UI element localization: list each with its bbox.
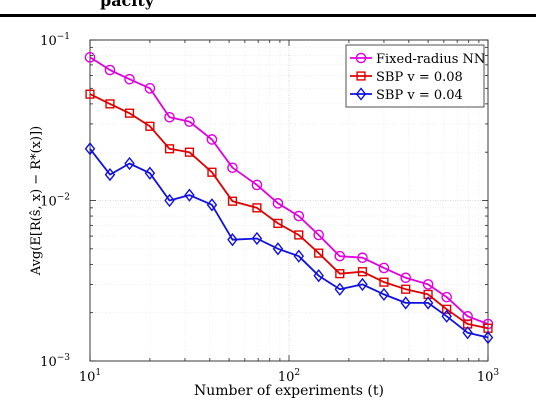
data-point xyxy=(379,277,389,287)
data-point xyxy=(124,73,135,85)
data-point xyxy=(164,144,175,154)
data-point xyxy=(482,330,494,345)
data-point xyxy=(272,198,284,209)
data-point xyxy=(145,121,155,131)
data-point xyxy=(335,269,345,279)
data-point xyxy=(314,248,324,258)
data-point xyxy=(357,267,368,277)
header-strip: pacity xyxy=(0,0,536,14)
data-point xyxy=(164,193,175,208)
x-axis-label: Number of experiments (t) xyxy=(194,383,384,399)
data-point xyxy=(206,198,218,212)
data-point xyxy=(441,309,452,323)
data-point xyxy=(400,296,411,310)
data-point xyxy=(104,167,116,182)
data-point xyxy=(105,99,115,109)
x-tick-label: 102 xyxy=(278,368,300,385)
y-tick-label: 10−1 xyxy=(40,32,70,49)
data-point xyxy=(252,203,262,213)
y-tick-label: 10−2 xyxy=(40,193,70,210)
tick-marks xyxy=(89,39,489,362)
data-point xyxy=(207,167,217,177)
data-point xyxy=(462,310,473,322)
legend: Fixed-radius NN SBP v = 0.08 SBP v = 0.04 xyxy=(345,44,485,108)
data-point xyxy=(294,230,304,240)
data-point xyxy=(400,272,412,284)
data-point xyxy=(334,250,346,262)
data-point xyxy=(85,89,95,99)
data-point xyxy=(227,162,238,174)
data-point xyxy=(462,326,473,340)
data-point xyxy=(422,296,434,310)
data-point xyxy=(401,284,411,294)
data-point xyxy=(184,116,195,127)
data-point xyxy=(227,233,238,247)
series-1 xyxy=(85,89,493,333)
y-axis-label: Avg(E[R(ŝ, x) − R*(x)]) xyxy=(29,126,44,276)
data-point xyxy=(104,64,116,76)
data-point xyxy=(124,156,135,171)
legend-label: SBP v = 0.04 xyxy=(376,88,463,103)
data-point xyxy=(273,218,283,229)
data-point xyxy=(313,229,324,241)
data-point xyxy=(441,291,452,303)
data-point xyxy=(227,196,238,206)
legend-marker xyxy=(356,71,366,81)
x-tick-label: 101 xyxy=(79,368,101,385)
data-point xyxy=(164,111,175,123)
data-point xyxy=(251,231,263,246)
data-point xyxy=(313,269,324,283)
data-point xyxy=(293,210,305,222)
series-2 xyxy=(84,142,494,345)
data-point xyxy=(378,262,390,274)
header-rule xyxy=(0,14,536,17)
data-point xyxy=(124,108,135,118)
series-line xyxy=(89,56,489,325)
data-point xyxy=(144,83,156,94)
data-point xyxy=(442,304,452,314)
data-point xyxy=(378,287,390,302)
legend-label: Fixed-radius NN xyxy=(376,52,485,67)
data-point xyxy=(251,179,263,191)
data-point xyxy=(293,249,305,263)
x-tick-label: 103 xyxy=(477,368,500,385)
series-0 xyxy=(84,52,494,330)
legend-label: SBP v = 0.08 xyxy=(376,70,463,85)
data-point xyxy=(357,277,368,292)
data-point xyxy=(206,134,218,145)
legend-marker xyxy=(355,87,367,101)
y-tick-label: 10−3 xyxy=(40,353,70,370)
data-point xyxy=(422,279,434,290)
data-point xyxy=(272,242,284,256)
data-point xyxy=(184,147,195,157)
data-point xyxy=(144,166,156,180)
legend-marker xyxy=(355,52,367,64)
header-text: pacity xyxy=(100,0,155,10)
data-point xyxy=(184,188,195,202)
data-point xyxy=(84,52,96,63)
data-point xyxy=(334,282,346,296)
data-point xyxy=(357,252,368,264)
data-point xyxy=(84,142,96,156)
